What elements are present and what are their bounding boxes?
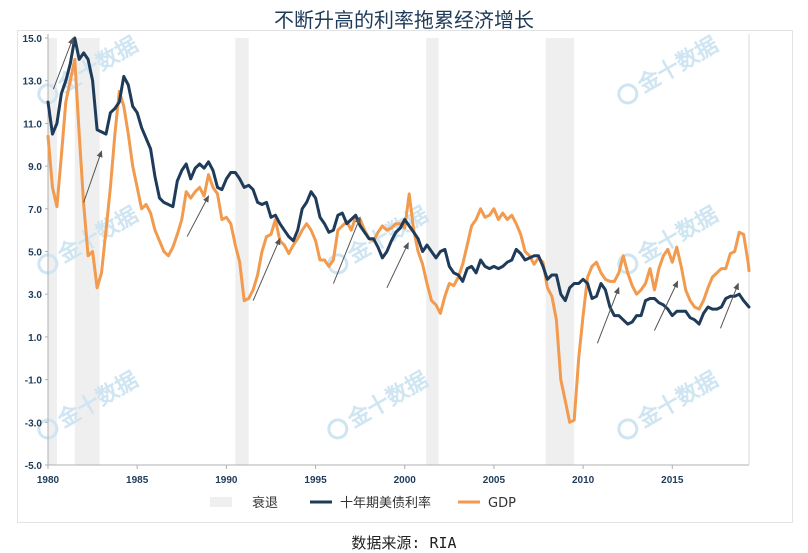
legend: 衰退 十年期美债利率 GDP [210,495,516,511]
axes: 15.0 13.0 11.0 9.0 7.0 5.0 3.0 1.0 -1.0 -3.0 -5.0 1… [23,34,750,486]
gdp-line [46,57,751,424]
watermark-1: 金十数据 [617,32,723,105]
trend-arrow-1 [83,150,103,203]
recession-band-2 [235,38,249,465]
x-tick-label: 2000 [394,475,417,486]
trend-arrow-8 [719,282,739,329]
y-tick-label: 7.0 [28,205,42,216]
treasury-yield-line [46,36,751,326]
trend-arrow-7 [654,280,679,331]
y-tick-label: 11.0 [23,119,42,130]
watermark-logo [327,418,349,440]
legend-label-gdp: GDP [488,496,516,511]
trend-arrow-5 [386,242,409,289]
trend-arrows [52,37,739,344]
watermark-6: 金十数据 [327,367,433,440]
x-tick-label: 1985 [126,475,149,486]
y-tick-label: 15.0 [23,34,43,45]
y-tick-label: 13.0 [23,77,43,88]
y-tick-label: -5.0 [25,461,43,472]
x-tick-label: 1980 [37,475,60,486]
x-tick-label: 2015 [661,475,684,486]
watermark-text: 金十数据 [633,367,723,434]
watermark-logo [37,83,59,105]
legend-swatch-recession [210,497,232,507]
y-tick-label: 3.0 [28,290,42,301]
x-tick-label: 2005 [483,475,506,486]
watermark-4: 金十数据 [617,202,723,275]
trend-arrow-3 [252,237,281,301]
legend-label-recession: 衰退 [252,495,278,511]
chart-title: 不断升高的利率拖累经济增长 [274,8,534,32]
y-tick-label: -1.0 [25,376,43,387]
y-tick-label: 5.0 [28,248,42,259]
trend-arrow-6 [596,286,620,344]
trend-arrow-4 [332,216,361,284]
watermark-text: 金十数据 [633,202,723,269]
x-tick-label: 2010 [572,475,595,486]
watermark-logo [37,253,59,275]
y-tick-label: 9.0 [28,162,42,173]
watermark-logo [617,418,639,440]
source-note: 数据来源: RIA [351,534,457,552]
watermark-logo [617,83,639,105]
trend-arrow-0 [52,37,74,90]
watermark-7: 金十数据 [617,367,723,440]
recession-band-0 [48,38,57,465]
recession-bands [48,38,575,465]
legend-label-treasury: 十年期美债利率 [340,495,431,511]
watermark-text: 金十数据 [343,367,433,434]
series-lines [46,36,751,424]
watermark-text: 金十数据 [633,32,723,99]
x-tick-label: 1995 [304,475,327,486]
watermark-logo [37,418,59,440]
trend-arrow-2 [186,195,210,237]
chart-panel [17,30,793,523]
x-tick-label: 1990 [215,475,238,486]
y-tick-label: -3.0 [25,418,43,429]
y-tick-label: 1.0 [28,333,42,344]
recession-band-4 [545,38,575,465]
